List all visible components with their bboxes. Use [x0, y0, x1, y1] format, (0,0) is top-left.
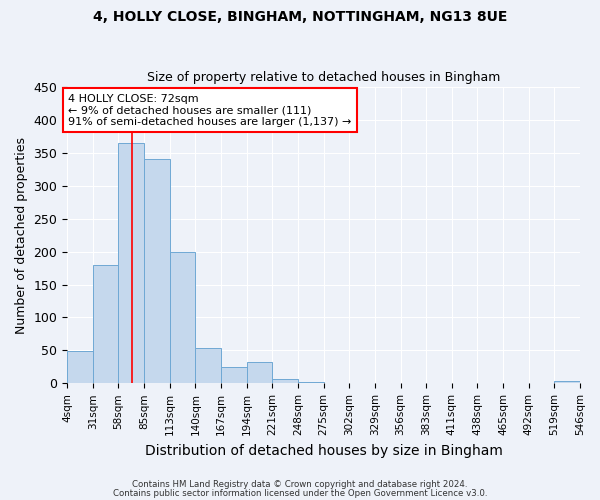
- Bar: [554, 382, 580, 384]
- Text: Contains public sector information licensed under the Open Government Licence v3: Contains public sector information licen…: [113, 488, 487, 498]
- X-axis label: Distribution of detached houses by size in Bingham: Distribution of detached houses by size …: [145, 444, 503, 458]
- Bar: [93, 265, 118, 384]
- Bar: [144, 160, 170, 384]
- Text: 4, HOLLY CLOSE, BINGHAM, NOTTINGHAM, NG13 8UE: 4, HOLLY CLOSE, BINGHAM, NOTTINGHAM, NG1…: [93, 10, 507, 24]
- Text: Contains HM Land Registry data © Crown copyright and database right 2024.: Contains HM Land Registry data © Crown c…: [132, 480, 468, 489]
- Bar: [298, 382, 323, 384]
- Text: 4 HOLLY CLOSE: 72sqm
← 9% of detached houses are smaller (111)
91% of semi-detac: 4 HOLLY CLOSE: 72sqm ← 9% of detached ho…: [68, 94, 352, 127]
- Bar: [67, 351, 93, 384]
- Y-axis label: Number of detached properties: Number of detached properties: [15, 136, 28, 334]
- Bar: [221, 367, 247, 384]
- Bar: [118, 143, 144, 384]
- Bar: [272, 380, 298, 384]
- Bar: [196, 348, 221, 384]
- Bar: [247, 362, 272, 384]
- Bar: [170, 252, 196, 384]
- Title: Size of property relative to detached houses in Bingham: Size of property relative to detached ho…: [147, 72, 500, 85]
